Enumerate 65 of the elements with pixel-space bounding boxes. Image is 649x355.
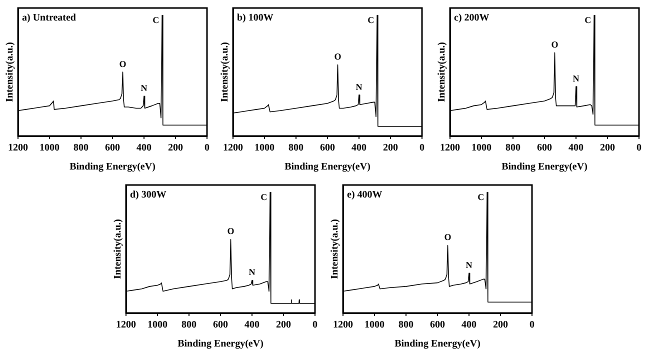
x-tick-label: 0 xyxy=(420,142,424,154)
x-axis-title: Binding Energy(eV) xyxy=(394,338,480,350)
chart-title: c) 200W xyxy=(454,12,490,24)
x-axis-title: Binding Energy(eV) xyxy=(284,162,370,173)
x-tick-label: 600 xyxy=(213,320,228,331)
x-tick-label: 1000 xyxy=(364,320,384,331)
x-tick-label: 400 xyxy=(352,142,366,154)
y-axis-title: Intensity(a.u.) xyxy=(330,218,341,280)
x-tick-label: 1200 xyxy=(8,142,28,154)
x-tick-label: 600 xyxy=(537,142,552,154)
x-tick-label: 1000 xyxy=(254,142,274,154)
x-tick-label: 1000 xyxy=(40,142,60,154)
annotation: C xyxy=(584,15,592,26)
x-tick-label: 200 xyxy=(168,142,183,154)
y-axis-title: Intensity(a.u.) xyxy=(436,42,448,102)
chart-title: b) 100W xyxy=(237,12,274,24)
x-tick-label: 0 xyxy=(636,142,642,154)
x-tick-label: 800 xyxy=(506,142,520,154)
x-tick-label: 0 xyxy=(312,320,318,331)
x-axis-title: Binding Energy(eV) xyxy=(178,338,264,350)
x-tick-label: 200 xyxy=(493,320,508,331)
annotation: O xyxy=(119,58,126,69)
x-tick-label: 400 xyxy=(136,142,152,154)
annotation: C xyxy=(152,15,160,26)
x-tick-label: 0 xyxy=(530,320,534,331)
x-tick-label: 800 xyxy=(398,320,414,331)
y-axis-title: Intensity(a.u.) xyxy=(220,42,231,102)
x-tick-label: 600 xyxy=(430,320,445,331)
x-tick-label: 1200 xyxy=(440,142,460,154)
annotation: O xyxy=(551,40,558,50)
x-tick-label: 600 xyxy=(320,142,335,154)
x-tick-label: 800 xyxy=(182,320,196,331)
x-tick-label: 1200 xyxy=(223,142,243,154)
x-tick-label: 200 xyxy=(600,142,615,154)
x-axis-title: Binding Energy(eV) xyxy=(70,162,156,173)
annotation: N xyxy=(140,82,148,93)
x-tick-label: 1000 xyxy=(148,320,168,331)
x-tick-label: 800 xyxy=(74,142,88,154)
x-tick-label: 400 xyxy=(568,142,584,154)
annotation: N xyxy=(356,82,363,92)
x-tick-label: 600 xyxy=(105,142,120,154)
annotation: O xyxy=(444,232,452,242)
x-tick-label: 800 xyxy=(288,142,304,154)
chart-title: d) 300W xyxy=(130,190,166,201)
annotation: C xyxy=(368,15,374,26)
y-axis-title: Intensity(a.u.) xyxy=(112,218,124,280)
chart-title: a) Untreated xyxy=(22,12,76,24)
annotation: N xyxy=(248,267,256,278)
x-tick-label: 1000 xyxy=(472,142,492,154)
x-axis-title: Binding Energy(eV) xyxy=(502,162,588,173)
annotation: C xyxy=(478,192,484,202)
annotation: C xyxy=(260,192,268,202)
x-tick-label: 400 xyxy=(462,320,476,331)
x-tick-label: 200 xyxy=(276,320,291,331)
annotation: N xyxy=(466,260,473,270)
chart-title: e) 400W xyxy=(347,190,382,201)
x-tick-label: 1200 xyxy=(333,320,353,331)
y-axis-title: Intensity(a.u.) xyxy=(4,42,16,102)
annotation: N xyxy=(572,73,580,84)
x-tick-label: 0 xyxy=(204,142,210,154)
annotation: O xyxy=(227,226,234,236)
x-tick-label: 200 xyxy=(383,142,398,154)
annotation: O xyxy=(334,52,342,62)
x-tick-label: 1200 xyxy=(116,320,136,331)
x-tick-label: 400 xyxy=(244,320,260,331)
